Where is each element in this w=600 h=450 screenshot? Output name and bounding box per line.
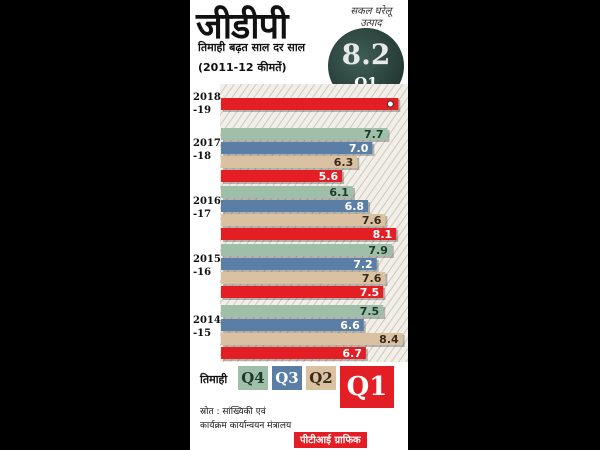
source-line-1: स्रोत : सांख्यिकी एवं: [200, 407, 266, 417]
bar-value-label: 6.3: [334, 156, 354, 169]
category-label: -17: [193, 209, 211, 220]
bar-q4-2015-16: [221, 244, 392, 256]
bar-value-label: 7.9: [368, 244, 388, 257]
bar-q2-2015-16: [221, 272, 386, 284]
bar-value-label: 7.5: [360, 286, 380, 299]
bar-value-label: 6.7: [342, 347, 362, 360]
bar-value-label: 7.0: [349, 142, 369, 155]
infographic-card: जीडीपी तिमाही बढ़त साल दर साल (2011-12 क…: [190, 0, 408, 450]
category-label: -16: [193, 267, 211, 278]
legend-item-q4: Q4: [238, 366, 268, 390]
bar-value-label: 5.6: [319, 170, 339, 183]
bar-q1-2018-19: [221, 98, 399, 110]
bar-q3-2017-18: [221, 142, 373, 154]
category-label: -18: [193, 151, 211, 162]
bar-q3-2015-16: [221, 258, 377, 270]
bar-q4-2017-18: [221, 128, 388, 140]
category-label: 2018: [193, 92, 221, 103]
bar-q1-2015-16: [221, 286, 384, 298]
legend-item-q1: Q1: [340, 366, 394, 408]
bar-value-label: 6.8: [345, 200, 365, 213]
bar-q1-2014-15: [221, 347, 366, 359]
bar-value-label: 7.6: [362, 214, 382, 227]
category-label: -15: [193, 328, 211, 339]
gdp-bar-chart: 2018-192017-187.77.06.35.62016-176.16.87…: [193, 84, 408, 362]
bar-q3-2014-15: [221, 319, 364, 331]
highlight-label-line1: सकल घरेलू: [350, 6, 392, 17]
bar-value-label: 6.1: [329, 186, 349, 199]
chart-subtitle: तिमाही बढ़त साल दर साल: [198, 41, 306, 54]
bar-value-label: 6.6: [340, 319, 360, 332]
bar-q4-2014-15: [221, 305, 384, 317]
bar-value-label: 7.5: [360, 305, 380, 318]
bars-group: 2018-192017-187.77.06.35.62016-176.16.87…: [193, 92, 405, 361]
bar-q2-2016-17: [221, 214, 386, 226]
source-line-2: कार्यक्रम कार्यान्वयन मंत्रालय: [200, 421, 292, 431]
category-label: 2014: [193, 315, 221, 326]
bar-value-label: 8.4: [379, 333, 399, 346]
bar-end-marker: [386, 100, 394, 108]
category-label: 2015: [193, 254, 221, 265]
bar-q2-2017-18: [221, 156, 358, 168]
category-label: 2017: [193, 138, 221, 149]
bar-value-label: 8.1: [373, 228, 393, 241]
legend-item-q2: Q2: [306, 366, 336, 390]
legend-label: तिमाही: [200, 373, 228, 386]
bar-q1-2017-18: [221, 170, 343, 182]
bar-value-label: 7.2: [353, 258, 373, 271]
bar-q2-2014-15: [221, 333, 403, 345]
category-label: -19: [193, 105, 211, 116]
bar-value-label: 7.6: [362, 272, 382, 285]
bar-q1-2016-17: [221, 228, 397, 240]
highlight-value: 8.2: [341, 38, 391, 71]
legend-item-q3: Q3: [272, 366, 302, 390]
highlight-label: सकल घरेलू उत्पाद: [340, 6, 402, 30]
category-label: 2016: [193, 196, 221, 207]
price-base-note: (2011-12 कीमतें): [198, 61, 287, 74]
highlight-label-line2: उत्पाद: [360, 18, 382, 29]
bar-q3-2016-17: [221, 200, 369, 212]
graphic-credit: पीटीआई ग्राफिक: [294, 432, 367, 448]
chart-title: जीडीपी: [196, 6, 288, 47]
bar-value-label: 7.7: [364, 128, 384, 141]
bar-q4-2016-17: [221, 186, 353, 198]
